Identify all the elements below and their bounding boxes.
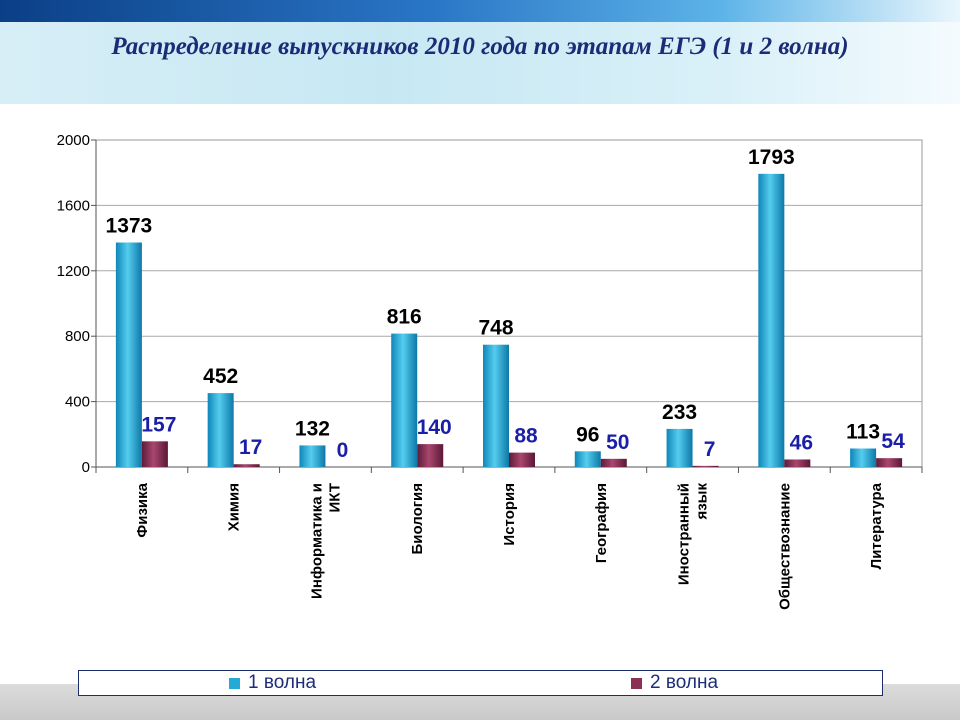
category-label: География bbox=[593, 483, 610, 563]
data-label-series-1: 1793 bbox=[748, 146, 795, 169]
bar-2 bbox=[600, 458, 627, 467]
data-label-series-1: 748 bbox=[478, 317, 513, 340]
category-label-group: Литература bbox=[868, 482, 885, 569]
legend-label-series-2: 2 волна bbox=[650, 672, 719, 693]
data-label-series-2: 17 bbox=[239, 436, 262, 459]
category-label: Информатика и bbox=[308, 483, 325, 599]
bar-1 bbox=[666, 428, 693, 467]
data-label-series-1: 132 bbox=[295, 417, 330, 440]
data-label-series-2: 50 bbox=[606, 431, 629, 454]
category-label-group: Иностранный язык bbox=[676, 483, 711, 586]
slide-title: Распределение выпускников 2010 года по э… bbox=[111, 33, 849, 60]
bar-1 bbox=[850, 448, 877, 467]
category-label-group: География bbox=[593, 483, 610, 563]
category-label: Физика bbox=[134, 482, 151, 537]
bar-2 bbox=[692, 465, 719, 467]
bar-1 bbox=[391, 333, 418, 467]
category-label: История bbox=[501, 483, 518, 546]
data-label-series-1: 452 bbox=[203, 365, 238, 388]
category-labels: Физика Химия Информатика и ИКТ Биология Истор… bbox=[134, 482, 885, 610]
y-tick-label: 1600 bbox=[57, 197, 90, 214]
data-label-series-1: 96 bbox=[576, 423, 599, 446]
data-label-series-2: 46 bbox=[790, 431, 813, 454]
y-tick-label: 800 bbox=[65, 328, 90, 345]
category-label: язык bbox=[694, 483, 711, 520]
y-tick-label: 2000 bbox=[57, 132, 90, 149]
legend-swatch-series-2 bbox=[631, 677, 642, 689]
bar-2 bbox=[417, 444, 444, 467]
category-label: ИКТ bbox=[326, 483, 343, 512]
category-label: Иностранный bbox=[676, 483, 693, 585]
bar-1 bbox=[299, 445, 326, 467]
data-label-series-2: 157 bbox=[141, 413, 176, 436]
bar-1 bbox=[207, 393, 234, 467]
category-label: Биология bbox=[409, 483, 426, 555]
top-stripe bbox=[0, 0, 960, 22]
bar-1 bbox=[574, 451, 601, 467]
bar-1 bbox=[483, 344, 509, 467]
category-label: Обществознание bbox=[776, 483, 793, 610]
data-label-series-1: 816 bbox=[387, 306, 422, 329]
data-label-series-2: 54 bbox=[881, 430, 905, 453]
bar-2 bbox=[876, 458, 903, 467]
legend: 1 волна 2 волна bbox=[78, 670, 883, 696]
bars bbox=[115, 173, 903, 468]
category-label-group: Информатика и ИКТ bbox=[308, 483, 343, 599]
bar-1 bbox=[758, 173, 785, 468]
category-label-group: Обществознание bbox=[776, 483, 793, 610]
data-label-series-1: 113 bbox=[846, 421, 880, 444]
legend-item-series-1: 1 волна bbox=[229, 672, 317, 693]
bar-2 bbox=[509, 452, 535, 467]
title-band bbox=[0, 22, 960, 104]
y-tick-label: 0 bbox=[82, 459, 90, 476]
category-label-group: История bbox=[501, 483, 518, 546]
y-tick-label: 400 bbox=[65, 394, 90, 411]
legend-item-series-2: 2 волна bbox=[631, 672, 719, 693]
category-label: Химия bbox=[226, 483, 243, 531]
bar-2 bbox=[141, 441, 168, 467]
data-label-series-2: 0 bbox=[337, 439, 349, 462]
data-label-series-2: 140 bbox=[417, 416, 452, 439]
bar-2 bbox=[784, 459, 811, 467]
category-label-group: Физика bbox=[134, 482, 151, 537]
axes: 0 400 800 1200 1600 2000 bbox=[57, 132, 923, 476]
data-label-series-1: 1373 bbox=[106, 215, 153, 238]
bar-2 bbox=[233, 464, 260, 467]
bar-1 bbox=[115, 242, 142, 467]
category-label: Литература bbox=[868, 482, 885, 569]
data-label-series-1: 233 bbox=[662, 401, 697, 424]
y-tick-label: 1200 bbox=[57, 263, 90, 280]
category-label-group: Химия bbox=[226, 483, 243, 531]
category-label-group: Биология bbox=[409, 483, 426, 555]
data-label-series-2: 88 bbox=[514, 425, 538, 448]
legend-label-series-1: 1 волна bbox=[248, 672, 317, 693]
legend-swatch-series-1 bbox=[229, 677, 240, 689]
data-labels: 1373 157 452 17 132 0 816 140 748 88 96 50 233 7 1793 4… bbox=[106, 146, 906, 462]
data-label-series-2: 7 bbox=[704, 438, 716, 461]
